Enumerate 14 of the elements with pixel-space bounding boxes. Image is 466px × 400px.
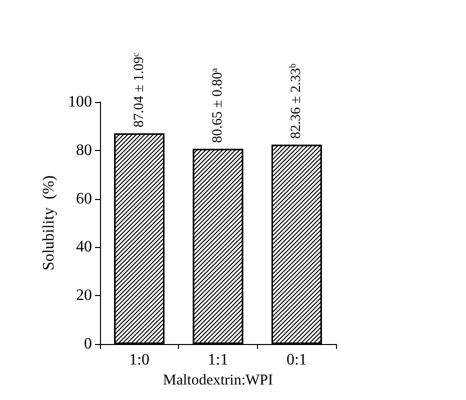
y-axis-title: Solubility (%) <box>40 175 58 271</box>
data-label: 87.04 ± 1.09c <box>130 52 147 128</box>
x-tick-label: 1:0 <box>129 352 150 368</box>
y-tick-label: 100 <box>68 94 92 110</box>
x-axis-title: Maltodextrin:WPI <box>163 372 273 388</box>
y-tick-label: 80 <box>76 142 92 159</box>
y-tick-label: 40 <box>76 238 92 256</box>
y-tick-label: 60 <box>76 190 92 208</box>
y-tick-label: 0 <box>84 336 92 352</box>
data-label: 80.65 ± 0.80a <box>209 68 226 143</box>
data-label: 82.36 ± 2.33b <box>288 63 304 139</box>
x-tick-label: 0:1 <box>286 352 307 368</box>
x-tick-label: 1:1 <box>208 352 228 368</box>
y-tick-label: 20 <box>76 287 92 304</box>
